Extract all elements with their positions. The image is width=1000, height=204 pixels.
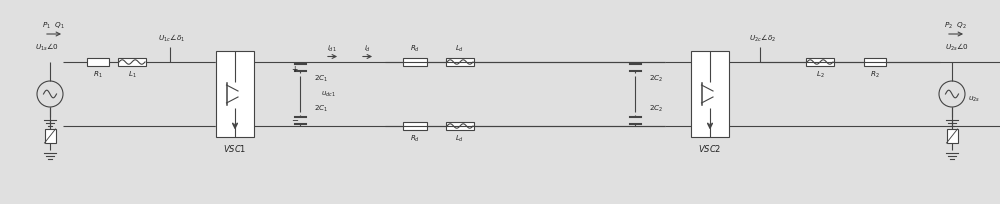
- Text: $-$: $-$: [291, 114, 299, 123]
- FancyBboxPatch shape: [946, 129, 958, 143]
- FancyBboxPatch shape: [403, 58, 427, 66]
- Text: $L_2$: $L_2$: [816, 70, 824, 80]
- Text: $R_d$: $R_d$: [410, 44, 420, 54]
- FancyBboxPatch shape: [216, 51, 254, 136]
- FancyBboxPatch shape: [403, 122, 427, 130]
- Text: $R_1$: $R_1$: [93, 70, 103, 80]
- Text: $P_1$  $Q_1$: $P_1$ $Q_1$: [42, 21, 64, 31]
- Text: $2C_1$: $2C_1$: [314, 104, 328, 114]
- FancyBboxPatch shape: [44, 129, 56, 143]
- Text: $L_d$: $L_d$: [455, 44, 465, 54]
- Text: $+$: $+$: [291, 64, 299, 74]
- FancyBboxPatch shape: [691, 51, 729, 136]
- Text: $L_1$: $L_1$: [128, 70, 136, 80]
- FancyBboxPatch shape: [118, 58, 146, 66]
- Text: $U_{1c}\angle\delta_1$: $U_{1c}\angle\delta_1$: [158, 32, 186, 44]
- Text: $L_d$: $L_d$: [455, 134, 465, 144]
- FancyBboxPatch shape: [446, 58, 474, 66]
- Text: $2C_2$: $2C_2$: [649, 104, 663, 114]
- Text: $P_2$  $Q_2$: $P_2$ $Q_2$: [944, 21, 966, 31]
- Text: $U_{1s}\angle 0$: $U_{1s}\angle 0$: [35, 41, 59, 53]
- FancyBboxPatch shape: [446, 122, 474, 130]
- Text: $2C_1$: $2C_1$: [314, 74, 328, 84]
- Text: $U_{2s}\angle 0$: $U_{2s}\angle 0$: [945, 41, 969, 53]
- Text: $u_{2s}$: $u_{2s}$: [968, 94, 980, 104]
- Text: $VSC2$: $VSC2$: [698, 143, 722, 154]
- Text: $u_{dc1}$: $u_{dc1}$: [321, 89, 335, 99]
- Text: $VSC1$: $VSC1$: [223, 143, 247, 154]
- Text: $2C_2$: $2C_2$: [649, 74, 663, 84]
- Text: $R_d$: $R_d$: [410, 134, 420, 144]
- Text: $R_2$: $R_2$: [870, 70, 880, 80]
- Text: $U_{2c}\angle\delta_2$: $U_{2c}\angle\delta_2$: [749, 32, 777, 44]
- FancyBboxPatch shape: [864, 58, 886, 66]
- FancyBboxPatch shape: [806, 58, 834, 66]
- Text: $i_{d1}$: $i_{d1}$: [327, 44, 337, 54]
- FancyBboxPatch shape: [87, 58, 109, 66]
- Text: $i_d$: $i_d$: [364, 44, 372, 54]
